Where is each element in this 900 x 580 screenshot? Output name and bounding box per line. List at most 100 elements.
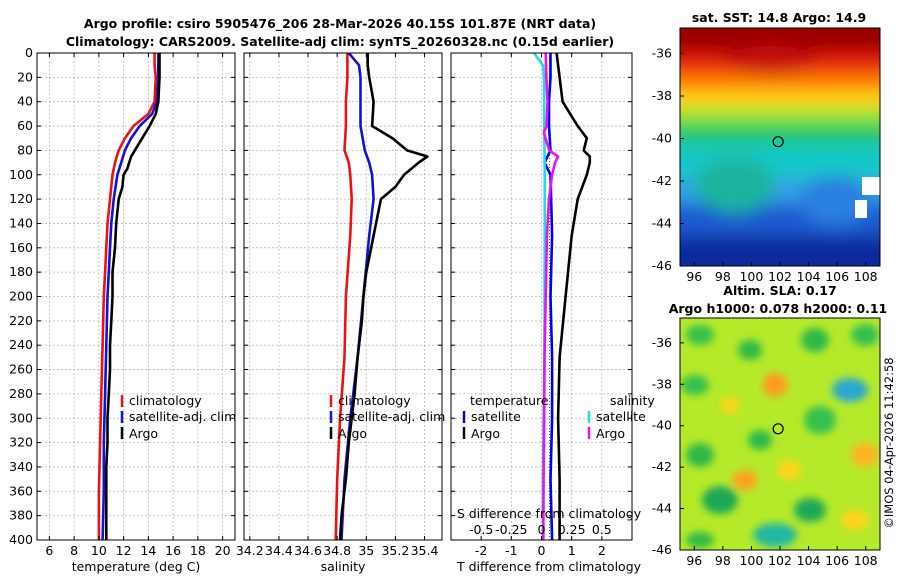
map-x-tick-label: 104 xyxy=(797,553,821,568)
legend-label-satellite-adj: satellite-adj. clim xyxy=(129,409,236,424)
x-tick-label: 0 xyxy=(538,543,546,558)
x-tick-label: 20 xyxy=(215,543,231,558)
y-tick-label: 0 xyxy=(25,45,33,60)
y-tick-label: 280 xyxy=(9,386,33,401)
y-tick-label: 400 xyxy=(9,532,33,547)
x-tick-label: 14 xyxy=(140,543,156,558)
legend-label-climatology: climatology xyxy=(338,393,411,408)
map-y-tick-label: -42 xyxy=(652,173,672,188)
y-tick-label: 40 xyxy=(17,94,33,109)
y-tick-label: 260 xyxy=(9,362,33,377)
salinity-xlabel: salinity xyxy=(321,559,366,574)
map-y-tick-label: -36 xyxy=(652,46,672,61)
legend-title-salinity: salinity xyxy=(610,393,655,408)
x-tick-label: 8 xyxy=(70,543,78,558)
series-temperature-argo xyxy=(555,53,592,540)
map-x-tick-label: 102 xyxy=(768,553,792,568)
map-x-tick-label: 98 xyxy=(715,269,731,284)
s-tick-label: 0.5 xyxy=(592,522,612,537)
temperature-xlabel: temperature (deg C) xyxy=(72,559,201,574)
series-climatology xyxy=(334,53,354,540)
y-tick-label: 20 xyxy=(17,69,33,84)
s-tick-label: -0.25 xyxy=(495,522,527,537)
map-x-tick-label: 100 xyxy=(739,269,763,284)
y-tick-label: 220 xyxy=(9,313,33,328)
x-tick-label: 12 xyxy=(116,543,132,558)
s-tick-label: 0 xyxy=(538,522,546,537)
map-x-tick-label: 108 xyxy=(854,269,878,284)
series-salinity-argo xyxy=(542,53,560,540)
y-tick-label: 360 xyxy=(9,483,33,498)
x-tick-label: 16 xyxy=(165,543,181,558)
y-tick-label: 380 xyxy=(9,508,33,523)
map-x-tick-label: 104 xyxy=(797,269,821,284)
figure-title-line1: Argo profile: csiro 5905476_206 28-Mar-2… xyxy=(84,16,596,32)
map-y-tick-label: -36 xyxy=(652,335,672,350)
map-x-tick-label: 108 xyxy=(854,553,878,568)
series-argo xyxy=(105,53,161,540)
series-climatology xyxy=(97,53,158,540)
map-y-tick-label: -42 xyxy=(652,459,672,474)
sla-map-title-line1: Altim. SLA: 0.17 xyxy=(723,283,836,298)
difference-legend: temperature satellite Argo salinity sate… xyxy=(462,393,655,441)
x-tick-label: 34.4 xyxy=(265,543,293,558)
legend-label-sal-satellite: satellite xyxy=(596,409,646,424)
legend-label-temp-satellite: satellite xyxy=(471,409,521,424)
legend-label-satellite-adj: satellite-adj. clim xyxy=(338,409,445,424)
y-tick-label: 120 xyxy=(9,191,33,206)
map-y-tick-label: -38 xyxy=(652,88,672,103)
series-argo xyxy=(338,53,429,540)
map-x-tick-label: 106 xyxy=(825,553,849,568)
map-y-tick-label: -40 xyxy=(652,418,672,433)
x-tick-label: -2 xyxy=(475,543,487,558)
copyright-stamp: ©IMOS 04-Apr-2026 11:42:58 xyxy=(882,357,896,528)
sst-map: sat. SST: 14.8 Argo: 14.9 xyxy=(652,10,881,284)
s-difference-label: S difference from climatology xyxy=(457,506,642,521)
legend-label-argo: Argo xyxy=(338,426,367,441)
y-tick-label: 60 xyxy=(17,118,33,133)
x-tick-label: 35.2 xyxy=(381,543,409,558)
x-tick-label: 2 xyxy=(598,543,606,558)
y-tick-label: 100 xyxy=(9,167,33,182)
map-y-tick-label: -44 xyxy=(652,216,672,231)
y-tick-label: 340 xyxy=(9,459,33,474)
y-tick-label: 80 xyxy=(17,142,33,157)
y-tick-label: 180 xyxy=(9,264,33,279)
legend-label-temp-argo: Argo xyxy=(471,426,500,441)
map-y-tick-label: -44 xyxy=(652,501,672,516)
x-tick-label: 35.4 xyxy=(411,543,439,558)
t-difference-xlabel: T difference from climatology xyxy=(456,559,642,574)
y-tick-label: 200 xyxy=(9,289,33,304)
legend-label-climatology: climatology xyxy=(129,393,202,408)
sla-map: Altim. SLA: 0.17 Argo h1000: 0.078 h2000… xyxy=(652,283,888,568)
s-tick-label: -0.5 xyxy=(469,522,493,537)
salinity-panel: 34.2 34.4 34.6 34.8 35 35.2 35.4 climatology s… xyxy=(236,52,445,574)
s-tick-label: 0.25 xyxy=(558,522,586,537)
temperature-legend: climatology satellite-adj. clim Argo xyxy=(120,393,236,441)
map-x-tick-label: 102 xyxy=(768,269,792,284)
x-tick-label: 1 xyxy=(568,543,576,558)
series-temperature-satellite xyxy=(543,53,554,540)
difference-panel: -2 -1 0 1 2 temperature satellite Argo salin… xyxy=(450,52,655,574)
temperature-panel: 0 20 40 60 80 100 120 140 160 180 200 220 240 260 280 3… xyxy=(9,45,236,574)
legend-title-temperature: temperature xyxy=(470,393,549,408)
x-tick-label: 6 xyxy=(45,543,53,558)
y-tick-label: 240 xyxy=(9,337,33,352)
y-tick-label: 160 xyxy=(9,240,33,255)
x-tick-label: 34.8 xyxy=(323,543,351,558)
x-tick-label: -1 xyxy=(505,543,517,558)
x-tick-label: 35 xyxy=(358,543,374,558)
figure-title-line2: Climatology: CARS2009. Satellite-adj cli… xyxy=(66,34,614,50)
salinity-legend: climatology satellite-adj. clim Argo xyxy=(329,393,445,441)
x-tick-label: 34.2 xyxy=(236,543,264,558)
map-y-tick-label: -46 xyxy=(652,542,672,557)
map-x-tick-label: 100 xyxy=(739,553,763,568)
sst-argo-location-marker xyxy=(772,136,784,148)
sla-map-title-line2: Argo h1000: 0.078 h2000: 0.11 xyxy=(669,301,888,316)
sst-map-title: sat. SST: 14.8 Argo: 14.9 xyxy=(692,10,866,25)
map-x-tick-label: 96 xyxy=(686,553,702,568)
map-x-tick-label: 96 xyxy=(686,269,702,284)
map-x-tick-label: 98 xyxy=(715,553,731,568)
map-y-tick-label: -40 xyxy=(652,131,672,146)
